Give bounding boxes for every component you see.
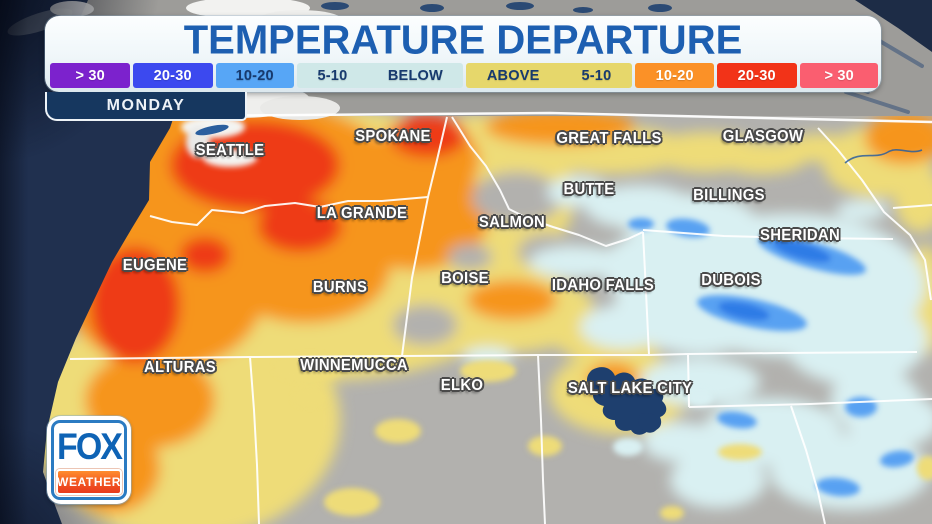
day-tab-label: MONDAY — [106, 96, 186, 114]
legend-label: 5-10 — [317, 67, 347, 84]
legend-label: ABOVE — [487, 67, 540, 84]
title-banner: TEMPERATURE DEPARTURE > 30 20-30 10-20 5-10… — [45, 16, 881, 92]
page-title: TEMPERATURE DEPARTURE — [183, 17, 743, 63]
legend-segment-above-gt-30: > 30 — [800, 63, 878, 88]
fox-weather-strip: WEATHER — [56, 469, 122, 495]
fox-brand-text: FOX — [57, 425, 123, 468]
legend-label: 10-20 — [235, 67, 275, 84]
legend-segment-below-gt-30: > 30 — [50, 63, 130, 88]
legend-label: 5-10 — [581, 67, 612, 84]
temperature-legend: > 30 20-30 10-20 5-10 BELOW ABOVE 5-10 10-20 20-… — [50, 63, 878, 88]
legend-segment-below-10-20: 10-20 — [216, 63, 294, 88]
fox-weather-logo: FOX WEATHER — [47, 416, 131, 504]
legend-label: 20-30 — [737, 67, 777, 84]
legend-segment-above-10-20: 10-20 — [635, 63, 714, 88]
legend-label: BELOW — [387, 67, 443, 84]
legend-segment-above-5-10: ABOVE 5-10 — [466, 63, 632, 88]
day-tab: MONDAY — [45, 92, 247, 121]
legend-segment-below-20-30: 20-30 — [133, 63, 213, 88]
legend-label: > 30 — [824, 67, 854, 84]
legend-segment-above-20-30: 20-30 — [717, 63, 797, 88]
legend-segment-below-5-10: 5-10 BELOW — [297, 63, 463, 88]
fox-logo-frame: FOX WEATHER — [51, 420, 127, 500]
legend-label: > 30 — [75, 67, 105, 84]
legend-label: 10-20 — [655, 67, 694, 84]
legend-label: 20-30 — [153, 67, 193, 84]
